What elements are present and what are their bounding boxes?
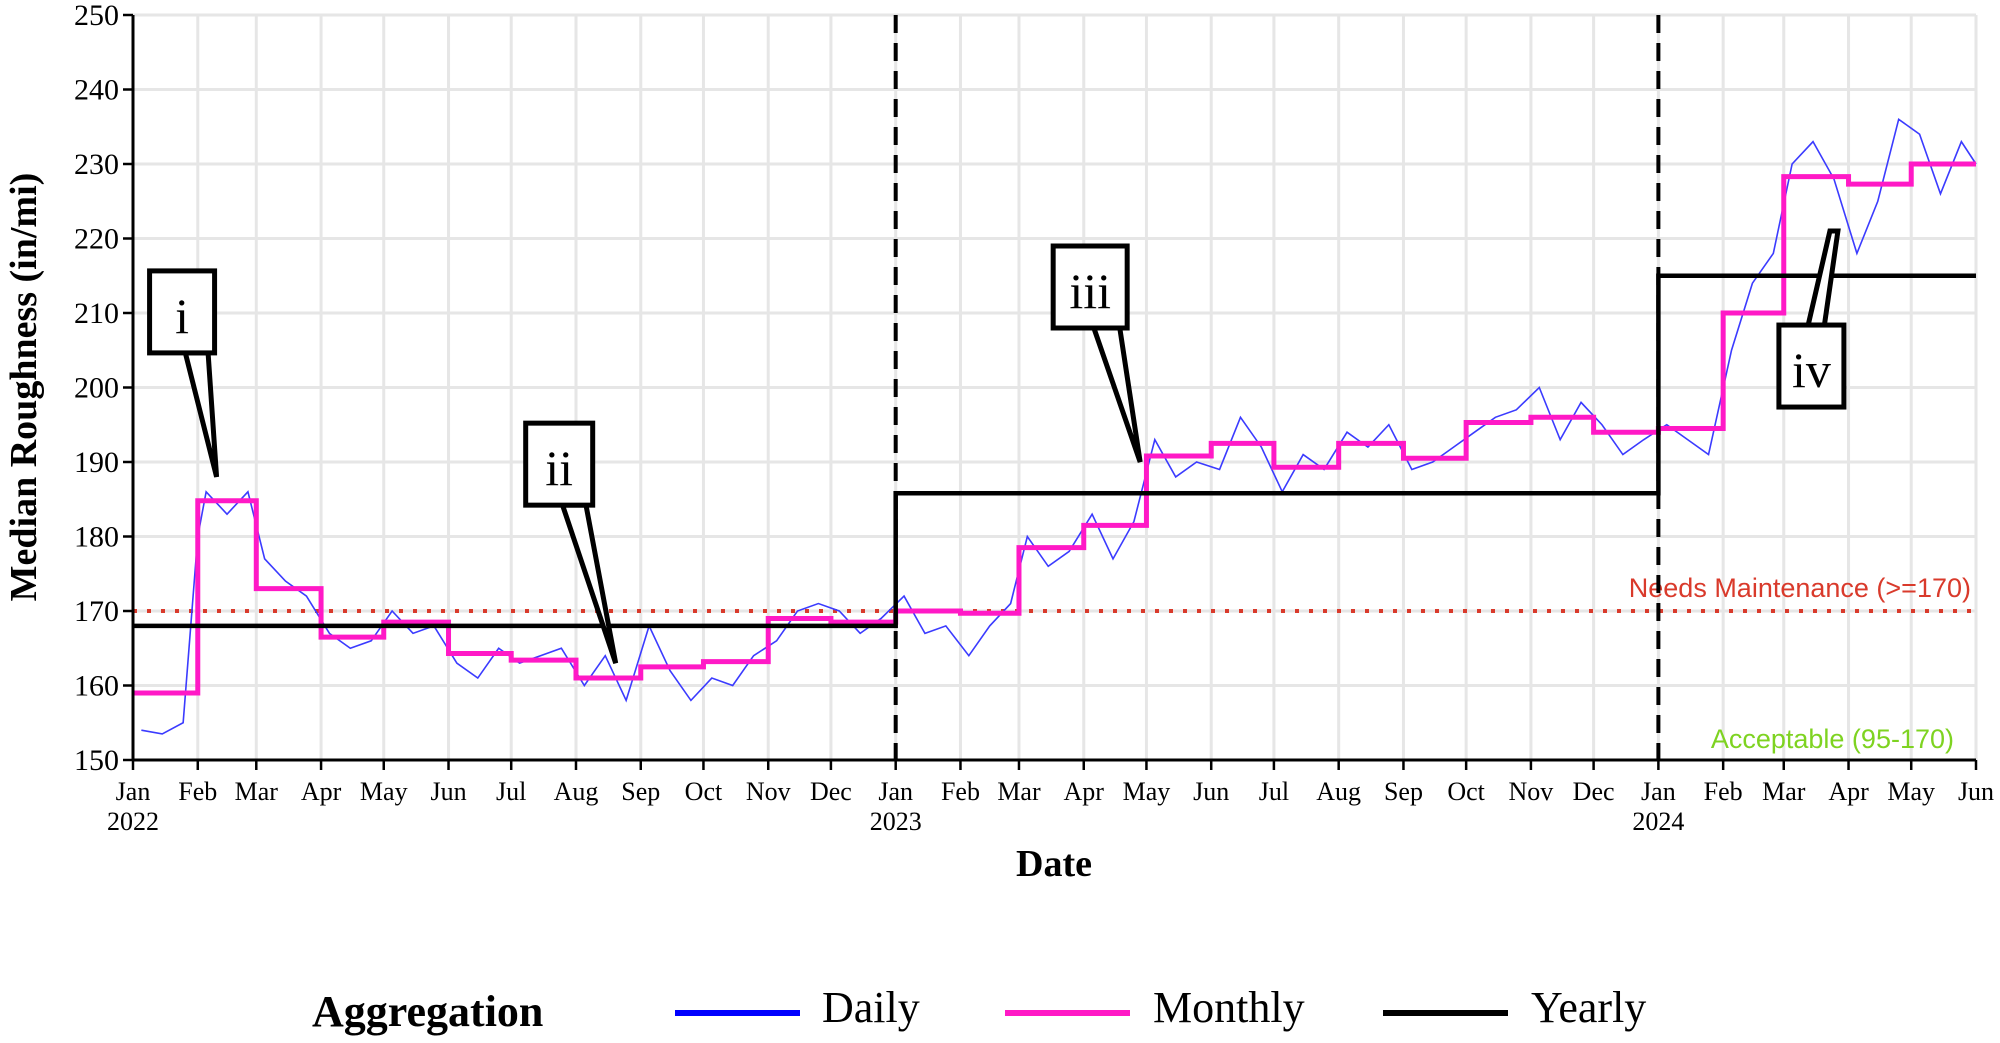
x-tick-label: May xyxy=(360,777,408,806)
y-axis-title: Median Roughness (in/mi) xyxy=(3,173,45,602)
x-tick-label: Feb xyxy=(941,777,980,806)
axes: 150160170180190200210220230240250Jan2022… xyxy=(74,0,1994,836)
x-tick-label: Mar xyxy=(997,777,1041,806)
callout-box xyxy=(1050,243,1130,331)
callout-pointer xyxy=(182,350,220,478)
x-tick-label: Dec xyxy=(810,777,852,806)
x-tick-label: Oct xyxy=(685,777,723,806)
y-tick-label: 220 xyxy=(74,223,119,256)
x-tick-label: Feb xyxy=(178,777,217,806)
y-tick-label: 230 xyxy=(74,148,119,181)
y-tick-label: 200 xyxy=(74,372,119,405)
callout-box xyxy=(1776,322,1847,410)
callout-pointer xyxy=(559,502,619,664)
threshold-lines: Needs Maintenance (>=170) Acceptable (95-… xyxy=(133,573,1976,754)
y-tick-label: 210 xyxy=(74,297,119,330)
y-tick-label: 150 xyxy=(74,744,119,777)
annotation-callout: i xyxy=(147,268,220,478)
x-tick-label: Jan xyxy=(1641,777,1676,806)
x-tick-label: Jun xyxy=(430,777,466,806)
callout-label: iv xyxy=(1792,342,1831,398)
x-tick-label: Jul xyxy=(496,777,526,806)
legend-label-monthly: Monthly xyxy=(1153,983,1305,1032)
annotation-callout: ii xyxy=(523,420,619,664)
x-tick-year: 2022 xyxy=(107,807,159,836)
x-tick-label: Jan xyxy=(878,777,913,806)
x-tick-label: May xyxy=(1123,777,1171,806)
grid xyxy=(131,13,1978,762)
series-lines xyxy=(133,15,1977,760)
y-tick-label: 180 xyxy=(74,521,119,554)
x-tick-label: Aug xyxy=(1316,777,1361,806)
x-tick-year: 2024 xyxy=(1632,807,1684,836)
annotation-callout: iv xyxy=(1776,228,1847,410)
x-tick-label: Aug xyxy=(554,777,599,806)
callout-pointer xyxy=(1090,325,1143,463)
x-tick-label: Apr xyxy=(301,777,342,806)
acceptable-label: Acceptable (95-170) xyxy=(1711,724,1954,754)
monthly-line xyxy=(133,161,1976,696)
x-tick-label: Apr xyxy=(1064,777,1105,806)
x-tick-label: Feb xyxy=(1704,777,1743,806)
callout-box xyxy=(147,268,218,356)
y-tick-label: 170 xyxy=(74,595,119,628)
x-axis-title: Date xyxy=(1016,843,1092,885)
x-tick-label: Nov xyxy=(1509,777,1554,806)
legend: Aggregation Daily Monthly Yearly xyxy=(312,983,1646,1036)
callout-label: i xyxy=(175,288,189,344)
x-tick-label: Mar xyxy=(235,777,279,806)
x-tick-label: Sep xyxy=(621,777,660,806)
y-tick-label: 190 xyxy=(74,446,119,479)
x-tick-label: Jun xyxy=(1193,777,1229,806)
legend-label-daily: Daily xyxy=(822,983,920,1032)
needs-maintenance-label: Needs Maintenance (>=170) xyxy=(1629,573,1971,603)
x-tick-label: Nov xyxy=(746,777,791,806)
x-tick-label: Jun xyxy=(1958,777,1994,806)
x-tick-label: Mar xyxy=(1762,777,1806,806)
legend-title: Aggregation xyxy=(312,987,543,1036)
legend-label-yearly: Yearly xyxy=(1531,983,1646,1032)
x-tick-label: Apr xyxy=(1828,777,1869,806)
x-tick-label: Jan xyxy=(116,777,151,806)
annotation-callout: iii xyxy=(1050,243,1143,463)
x-tick-label: Dec xyxy=(1573,777,1615,806)
x-tick-label: Oct xyxy=(1447,777,1485,806)
x-tick-year: 2023 xyxy=(870,807,922,836)
x-tick-label: Sep xyxy=(1384,777,1423,806)
callout-pointer xyxy=(1805,228,1841,328)
x-tick-label: Jul xyxy=(1259,777,1289,806)
callout-box xyxy=(523,420,596,508)
callout-label: iii xyxy=(1069,263,1111,319)
x-tick-label: May xyxy=(1887,777,1935,806)
y-tick-label: 160 xyxy=(74,670,119,703)
yearly-line xyxy=(133,273,1976,629)
callout-label: ii xyxy=(545,440,573,496)
y-tick-label: 240 xyxy=(74,74,119,107)
y-tick-label: 250 xyxy=(74,0,119,32)
